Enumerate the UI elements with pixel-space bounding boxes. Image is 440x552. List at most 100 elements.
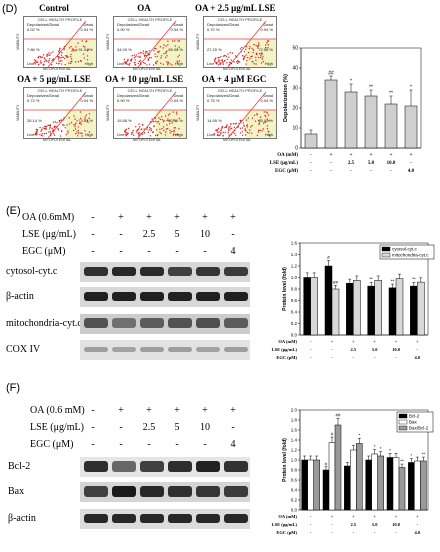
scatter-point: [40, 60, 42, 62]
lower-right-quadrant: [156, 39, 186, 67]
legend-swatch: [381, 252, 391, 258]
treatment-row-label: OA (mM): [278, 514, 297, 519]
quadrant-label-ul: Depolarized/Dead: [27, 22, 60, 27]
scatter-point: [159, 131, 161, 133]
quadrant-label-ll: Live: [117, 61, 125, 66]
scatter-point: [156, 60, 159, 62]
treatment-cell: 4.0: [408, 169, 415, 174]
scatter-point: [125, 135, 127, 137]
treatment-cell: +: [330, 153, 333, 158]
flow-scatter-plot: CELL HEALTH PROFILE Depolarized/Dead Dead 0…: [113, 87, 187, 139]
scatter-point: [255, 56, 257, 59]
scatter-point: [215, 57, 217, 59]
scatter-point: [141, 133, 144, 135]
scatter-point: [167, 64, 169, 66]
flow-y-axis-label: VIABILITY: [196, 33, 200, 50]
scatter-point: [149, 135, 152, 137]
scatter-point: [152, 64, 155, 66]
scatter-point: [172, 111, 174, 113]
scatter-point: [84, 46, 86, 48]
scatter-point: [254, 120, 257, 122]
scatter-point: [75, 49, 77, 51]
scatter-point: [69, 123, 71, 125]
scatter-point: [168, 120, 170, 122]
scatter-point: [139, 126, 141, 128]
scatter-point: [136, 129, 138, 132]
y-tick-label: 0.2: [291, 498, 298, 503]
scatter-point: [59, 60, 62, 62]
quadrant-label-lr: High: [84, 132, 93, 137]
scatter-point: [258, 119, 260, 122]
scatter-point: [244, 56, 246, 58]
scatter-point: [54, 125, 56, 128]
scatter-point: [46, 55, 48, 57]
scatter-point: [86, 59, 89, 61]
quadrant-pct-ul: 0.90 %: [117, 98, 130, 103]
bar: [417, 281, 425, 336]
quadrant-label-lr: High: [174, 61, 183, 66]
quadrant-pct-ur: 0.04 %: [170, 98, 183, 103]
scatter-point: [132, 131, 134, 133]
panel-e-letter: (E): [6, 205, 21, 217]
legend-label: Bax: [409, 420, 418, 425]
treatment-value: +: [202, 405, 208, 416]
scatter-point: [86, 119, 89, 122]
quadrant-label-lr: High: [264, 61, 273, 66]
y-tick-label: 40: [292, 66, 298, 72]
western-blot-strip: [80, 314, 250, 334]
treatment-cell: +: [352, 339, 355, 344]
scatter-point: [82, 53, 85, 55]
scatter-point: [167, 61, 170, 63]
scatter-point: [149, 57, 151, 59]
treatment-cell: -: [331, 530, 333, 535]
scatter-point: [266, 118, 268, 120]
western-blot-strip: [80, 457, 250, 477]
treatment-cell: -: [310, 339, 312, 344]
scatter-point: [228, 56, 230, 58]
scatter-point: [84, 130, 86, 132]
blot-band: [112, 486, 136, 497]
treatment-cell: -: [417, 522, 419, 527]
quadrant-pct-ul: 0.90 %: [117, 27, 130, 32]
scatter-point: [131, 55, 133, 57]
scatter-point: [232, 123, 235, 125]
chart-e-svg: 0.0 0.2 0.4 0.6 0.8 1.0 1.2 1.4 1.6 Protein level…: [272, 241, 435, 360]
scatter-point: [260, 55, 262, 57]
legend-label: cytosol-cyt.c: [392, 247, 418, 252]
scatter-point: [86, 55, 89, 57]
bar: [414, 460, 421, 511]
quadrant-label-ur: Dead: [83, 22, 93, 27]
significance-mark: #: [331, 432, 334, 437]
blot-band: [140, 292, 164, 301]
scatter-point: [66, 124, 68, 126]
treatment-cell: -: [353, 355, 355, 360]
quadrant-label-ur: Dead: [263, 93, 273, 98]
quadrant-pct-ll: 19.58 %: [117, 118, 132, 123]
scatter-point: [73, 124, 75, 126]
y-tick-label: 1.4: [291, 438, 298, 443]
scatter-point: [88, 113, 91, 115]
scatter-point: [53, 134, 56, 136]
scatter-point: [143, 128, 145, 130]
scatter-point: [50, 52, 52, 54]
scatter-point: [82, 45, 85, 47]
scatter-point: [63, 124, 65, 127]
scatter-point: [33, 59, 36, 61]
scatter-point: [240, 120, 242, 122]
scatter-point: [178, 128, 180, 130]
scatter-point: [58, 52, 60, 54]
blot-band: [84, 486, 108, 497]
treatment-cell: -: [310, 530, 312, 535]
significance-mark: **: [422, 452, 426, 457]
chart-e: 0.0 0.2 0.4 0.6 0.8 1.0 1.2 1.4 1.6 Protein level…: [262, 235, 437, 370]
scatter-point: [79, 122, 82, 124]
western-blot-strip: [80, 262, 250, 282]
y-axis-label: Protein level (fold): [282, 267, 288, 311]
blot-band: [168, 514, 192, 523]
scatter-point: [256, 113, 258, 115]
scatter-point: [63, 49, 65, 51]
blot-band: [224, 267, 248, 276]
bar: [374, 280, 382, 336]
scatter-point: [164, 134, 167, 136]
scatter-point: [249, 58, 251, 60]
